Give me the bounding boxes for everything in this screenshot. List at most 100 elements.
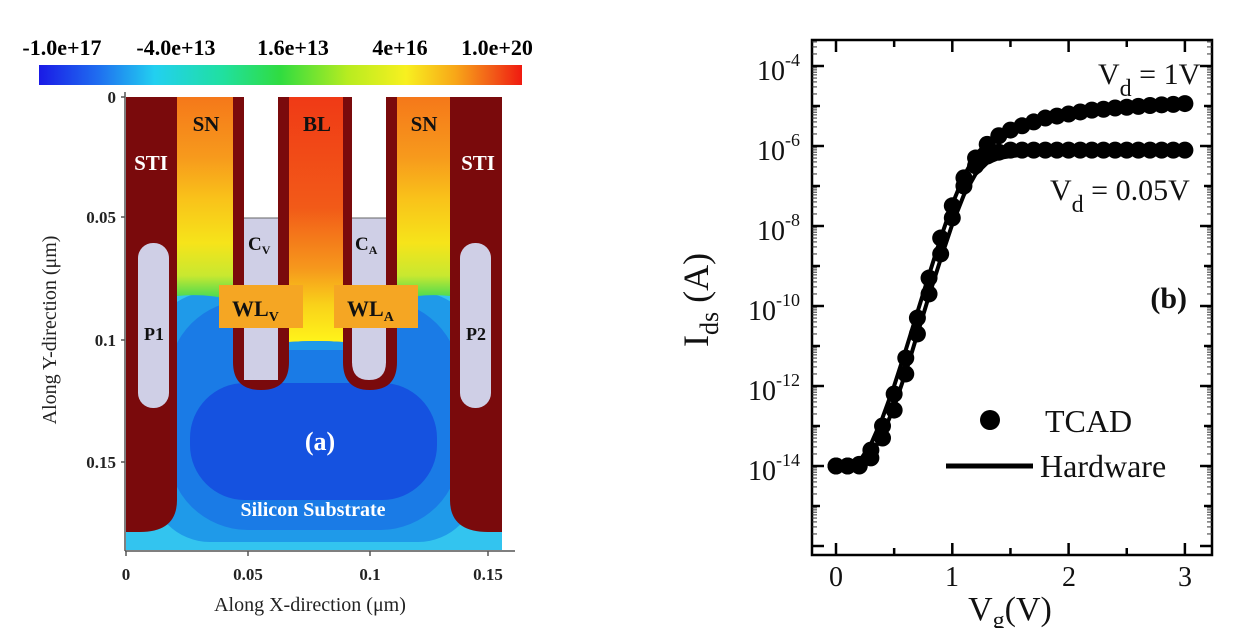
tcad-point	[827, 457, 845, 475]
tcad-point	[1153, 141, 1171, 159]
label-wlv: WLV	[232, 296, 279, 325]
a-ylabel: Along Y-direction (μm)	[39, 236, 61, 425]
tcad-point	[874, 429, 892, 447]
tcad-point	[862, 449, 880, 467]
label-sti-right: STI	[461, 151, 495, 175]
tcad-point	[1106, 141, 1124, 159]
legend-hardware-label: Hardware	[1040, 448, 1166, 484]
b-tcad-points	[827, 95, 1194, 475]
p1-region	[138, 243, 169, 408]
tcad-point	[1001, 141, 1019, 159]
label-substrate: Silicon Substrate	[240, 499, 385, 521]
tcad-point	[1141, 141, 1159, 159]
trench-v-gap	[244, 97, 278, 218]
tcad-point	[932, 245, 950, 263]
tcad-point	[1083, 141, 1101, 159]
b-xtick: 0	[829, 562, 843, 593]
b-ytick: 10-6	[757, 130, 800, 167]
label-wla: WLA	[347, 296, 395, 325]
wla-box	[334, 285, 418, 328]
tcad-point	[1071, 141, 1089, 159]
tcad-point	[897, 365, 915, 383]
a-ytick: 0.15	[86, 453, 116, 472]
panel-a: -1.0e+17 -4.0e+13 1.6e+13 4e+16 1.0e+20	[22, 35, 532, 616]
tcad-point	[874, 417, 892, 435]
tcad-point	[1048, 141, 1066, 159]
wlv-box	[219, 285, 303, 328]
tcad-point	[920, 269, 938, 287]
annotation-vd-005v: Vd = 0.05V	[1050, 174, 1190, 218]
sn-right-region	[397, 97, 450, 300]
a-xtick: 0.15	[473, 565, 503, 584]
colorbar-tick: -1.0e+17	[22, 35, 101, 60]
b-ytick: 10-10	[748, 290, 800, 327]
sn-left-region	[177, 97, 233, 300]
label-sn-left: SN	[193, 112, 220, 136]
tcad-point	[908, 325, 926, 343]
label-sn-right: SN	[411, 112, 438, 136]
tcad-point	[943, 197, 961, 215]
colorbar-tick: 1.6e+13	[257, 35, 329, 60]
trench-a-gap	[352, 97, 386, 218]
tcad-point	[1036, 141, 1054, 159]
panel-b: 0 1 2 3 10-4 10-6 10-8 10-10 10-12 10-14…	[676, 38, 1214, 628]
bl-region	[289, 97, 343, 342]
b-xtick: 1	[945, 562, 959, 593]
tcad-point	[1164, 141, 1182, 159]
label-bl: BL	[303, 112, 331, 136]
tcad-point	[967, 157, 985, 175]
a-xlabel: Along X-direction (μm)	[214, 594, 406, 616]
b-xtick: 3	[1178, 562, 1192, 593]
panel-b-label: (b)	[1150, 282, 1187, 315]
legend-tcad-label: TCAD	[1045, 403, 1132, 439]
p2-region	[460, 243, 491, 408]
a-xtick: 0	[122, 565, 131, 584]
tcad-point	[932, 229, 950, 247]
colorbar-tick: -4.0e+13	[136, 35, 215, 60]
tcad-point	[885, 401, 903, 419]
a-ytick: 0.05	[86, 208, 116, 227]
tcad-point	[955, 177, 973, 195]
tcad-point	[1013, 141, 1031, 159]
legend-tcad-marker	[980, 410, 1000, 430]
colorbar-tick: 1.0e+20	[461, 35, 533, 60]
tcad-point	[1060, 141, 1078, 159]
b-plot-frame	[810, 38, 1214, 557]
b-ticks	[812, 40, 1212, 555]
label-ca: CA	[355, 234, 378, 257]
colorbar-tick: 4e+16	[372, 35, 427, 60]
tcad-point	[1025, 141, 1043, 159]
b-ylabel: Ids (A)	[676, 253, 724, 347]
colorbar	[39, 65, 522, 85]
b-ytick: 10-12	[748, 370, 800, 407]
b-xlabel: Vg(V)	[968, 591, 1052, 628]
label-cv: CV	[248, 234, 271, 257]
tcad-point	[908, 309, 926, 327]
label-p2: P2	[466, 324, 486, 344]
colorbar-tick-labels: -1.0e+17 -4.0e+13 1.6e+13 4e+16 1.0e+20	[22, 35, 532, 60]
tcad-point	[1129, 141, 1147, 159]
a-xtick: 0.05	[233, 565, 263, 584]
tcad-point	[920, 285, 938, 303]
annotation-vd-1v: Vd = 1V	[1098, 58, 1201, 102]
label-sti-left: STI	[134, 151, 168, 175]
label-panel-a: (a)	[305, 427, 335, 456]
tcad-point	[885, 385, 903, 403]
tcad-point	[943, 209, 961, 227]
tcad-point	[1176, 95, 1194, 113]
tcad-point	[1118, 141, 1136, 159]
substrate-core	[190, 383, 437, 500]
legend: TCAD Hardware	[946, 403, 1166, 484]
b-xtick: 2	[1062, 562, 1076, 593]
b-ytick: 10-14	[748, 450, 800, 487]
tcad-point	[839, 457, 857, 475]
tcad-point	[1176, 141, 1194, 159]
a-xtick: 0.1	[359, 565, 380, 584]
tcad-point	[1094, 141, 1112, 159]
b-ytick: 10-4	[757, 50, 800, 87]
a-ytick: 0.1	[95, 331, 116, 350]
a-ytick: 0	[108, 88, 117, 107]
b-ytick: 10-8	[757, 210, 800, 247]
tcad-point	[897, 349, 915, 367]
